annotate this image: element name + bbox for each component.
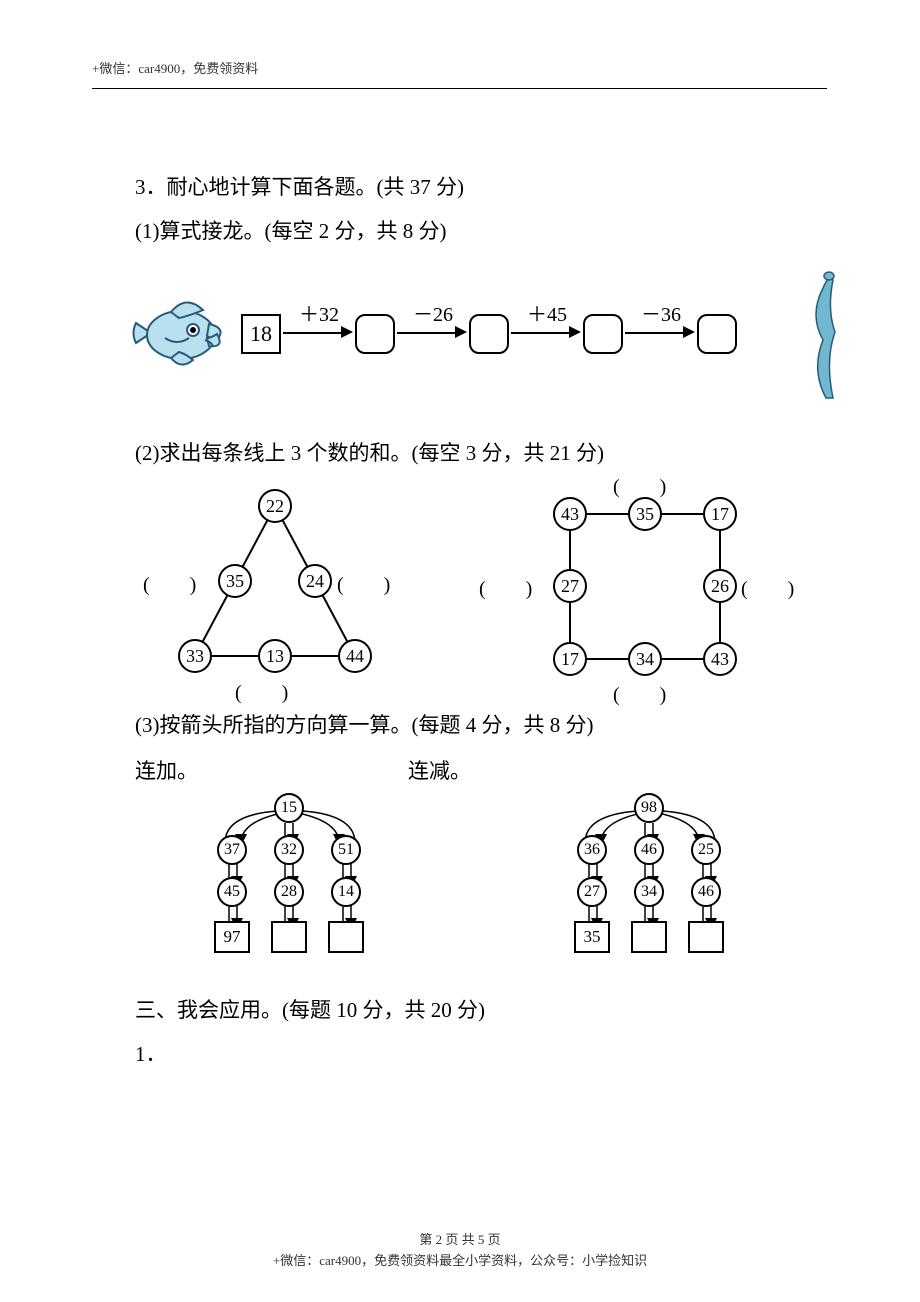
q3-p1-title: (1)算式接龙。(每空 2 分，共 8 分) [135,212,785,252]
footer-line1: 第 2 页 共 5 页 [0,1230,920,1251]
q3-p2-figures: 22 35 24 33 13 44 ( ) ( ) ( ) 43 35 17 2… [145,486,785,696]
sq-node-br: 43 [703,642,737,676]
tri-node-botM: 13 [258,639,292,673]
tri-node-botL: 33 [178,639,212,673]
tri-node-midL: 35 [218,564,252,598]
sq-node-ml: 27 [553,569,587,603]
tri-blank-right: ( ) [337,566,390,604]
q3-title: 3．耐心地计算下面各题。(共 37 分) [135,168,785,208]
tr-b2-box [631,921,667,953]
page-footer: 第 2 页 共 5 页 +微信：car4900，免费领资料最全小学资料，公众号：… [0,1230,920,1272]
sq-blank-right: ( ) [741,570,794,608]
tri-blank-bottom: ( ) [235,674,288,712]
sq-node-bm: 34 [628,642,662,676]
footer-line2: +微信：car4900，免费领资料最全小学资料，公众号：小学捡知识 [0,1251,920,1272]
chain-box-3 [583,314,623,354]
fish-icon [131,288,231,378]
chain-arrow-head-3 [569,326,581,338]
chain-arrow-head-2 [455,326,467,338]
q3-p3-title: (3)按箭头所指的方向算一算。(每题 4 分，共 8 分) [135,706,785,746]
chain-box-2 [469,314,509,354]
q3-p3-labels: 连加。 连减。 [135,752,785,792]
square-figure: 43 35 17 27 26 17 34 43 ( ) ( ) ( ) ( ) [495,486,785,696]
chain-arrow-line-4 [625,332,683,334]
tri-node-botR: 44 [338,639,372,673]
page-header: +微信：car4900，免费领资料 [92,58,258,77]
tri-node-midR: 24 [298,564,332,598]
chain-arrow-head-1 [341,326,353,338]
sq-node-mr: 26 [703,569,737,603]
section3-item1: 1． [135,1035,785,1075]
sq-blank-left: ( ) [479,570,532,608]
sq-node-bl: 17 [553,642,587,676]
tree-left: 15 37 32 51 45 28 14 97 [195,793,385,963]
tr-b3-box [688,921,724,953]
tl-b2-box [271,921,307,953]
q3-p2-title: (2)求出每条线上 3 个数的和。(每空 3 分，共 21 分) [135,434,785,474]
tri-blank-left: ( ) [143,566,196,604]
q3-p1-chain: 18 ＋32 －26 ＋45 －36 [131,270,791,410]
section3-title: 三、我会应用。(每题 10 分，共 20 分) [135,991,785,1031]
tri-node-top: 22 [258,489,292,523]
seaweed-icon [801,270,851,400]
header-rule [92,88,827,89]
tree-right: 98 36 46 25 27 34 46 35 [555,793,745,963]
chain-start-box: 18 [241,314,281,354]
tr-b1-box: 35 [574,921,610,953]
page-content: 3．耐心地计算下面各题。(共 37 分) (1)算式接龙。(每空 2 分，共 8… [135,168,785,1079]
tl-b1-box: 97 [214,921,250,953]
chain-arrow-head-4 [683,326,695,338]
q3-p3-right-label: 连减。 [408,752,471,792]
chain-box-1 [355,314,395,354]
sq-node-tl: 43 [553,497,587,531]
chain-arrow-line-3 [511,332,569,334]
chain-box-4 [697,314,737,354]
chain-arrow-line-1 [283,332,341,334]
sq-blank-top: ( ) [613,468,666,506]
sq-blank-bottom: ( ) [613,676,666,714]
q3-p3-left-label: 连加。 [135,752,198,792]
tl-b3-box [328,921,364,953]
sq-node-tr: 17 [703,497,737,531]
triangle-figure: 22 35 24 33 13 44 ( ) ( ) ( ) [145,486,415,696]
chain-arrow-line-2 [397,332,455,334]
q3-p3-trees: 15 37 32 51 45 28 14 97 [195,793,785,963]
